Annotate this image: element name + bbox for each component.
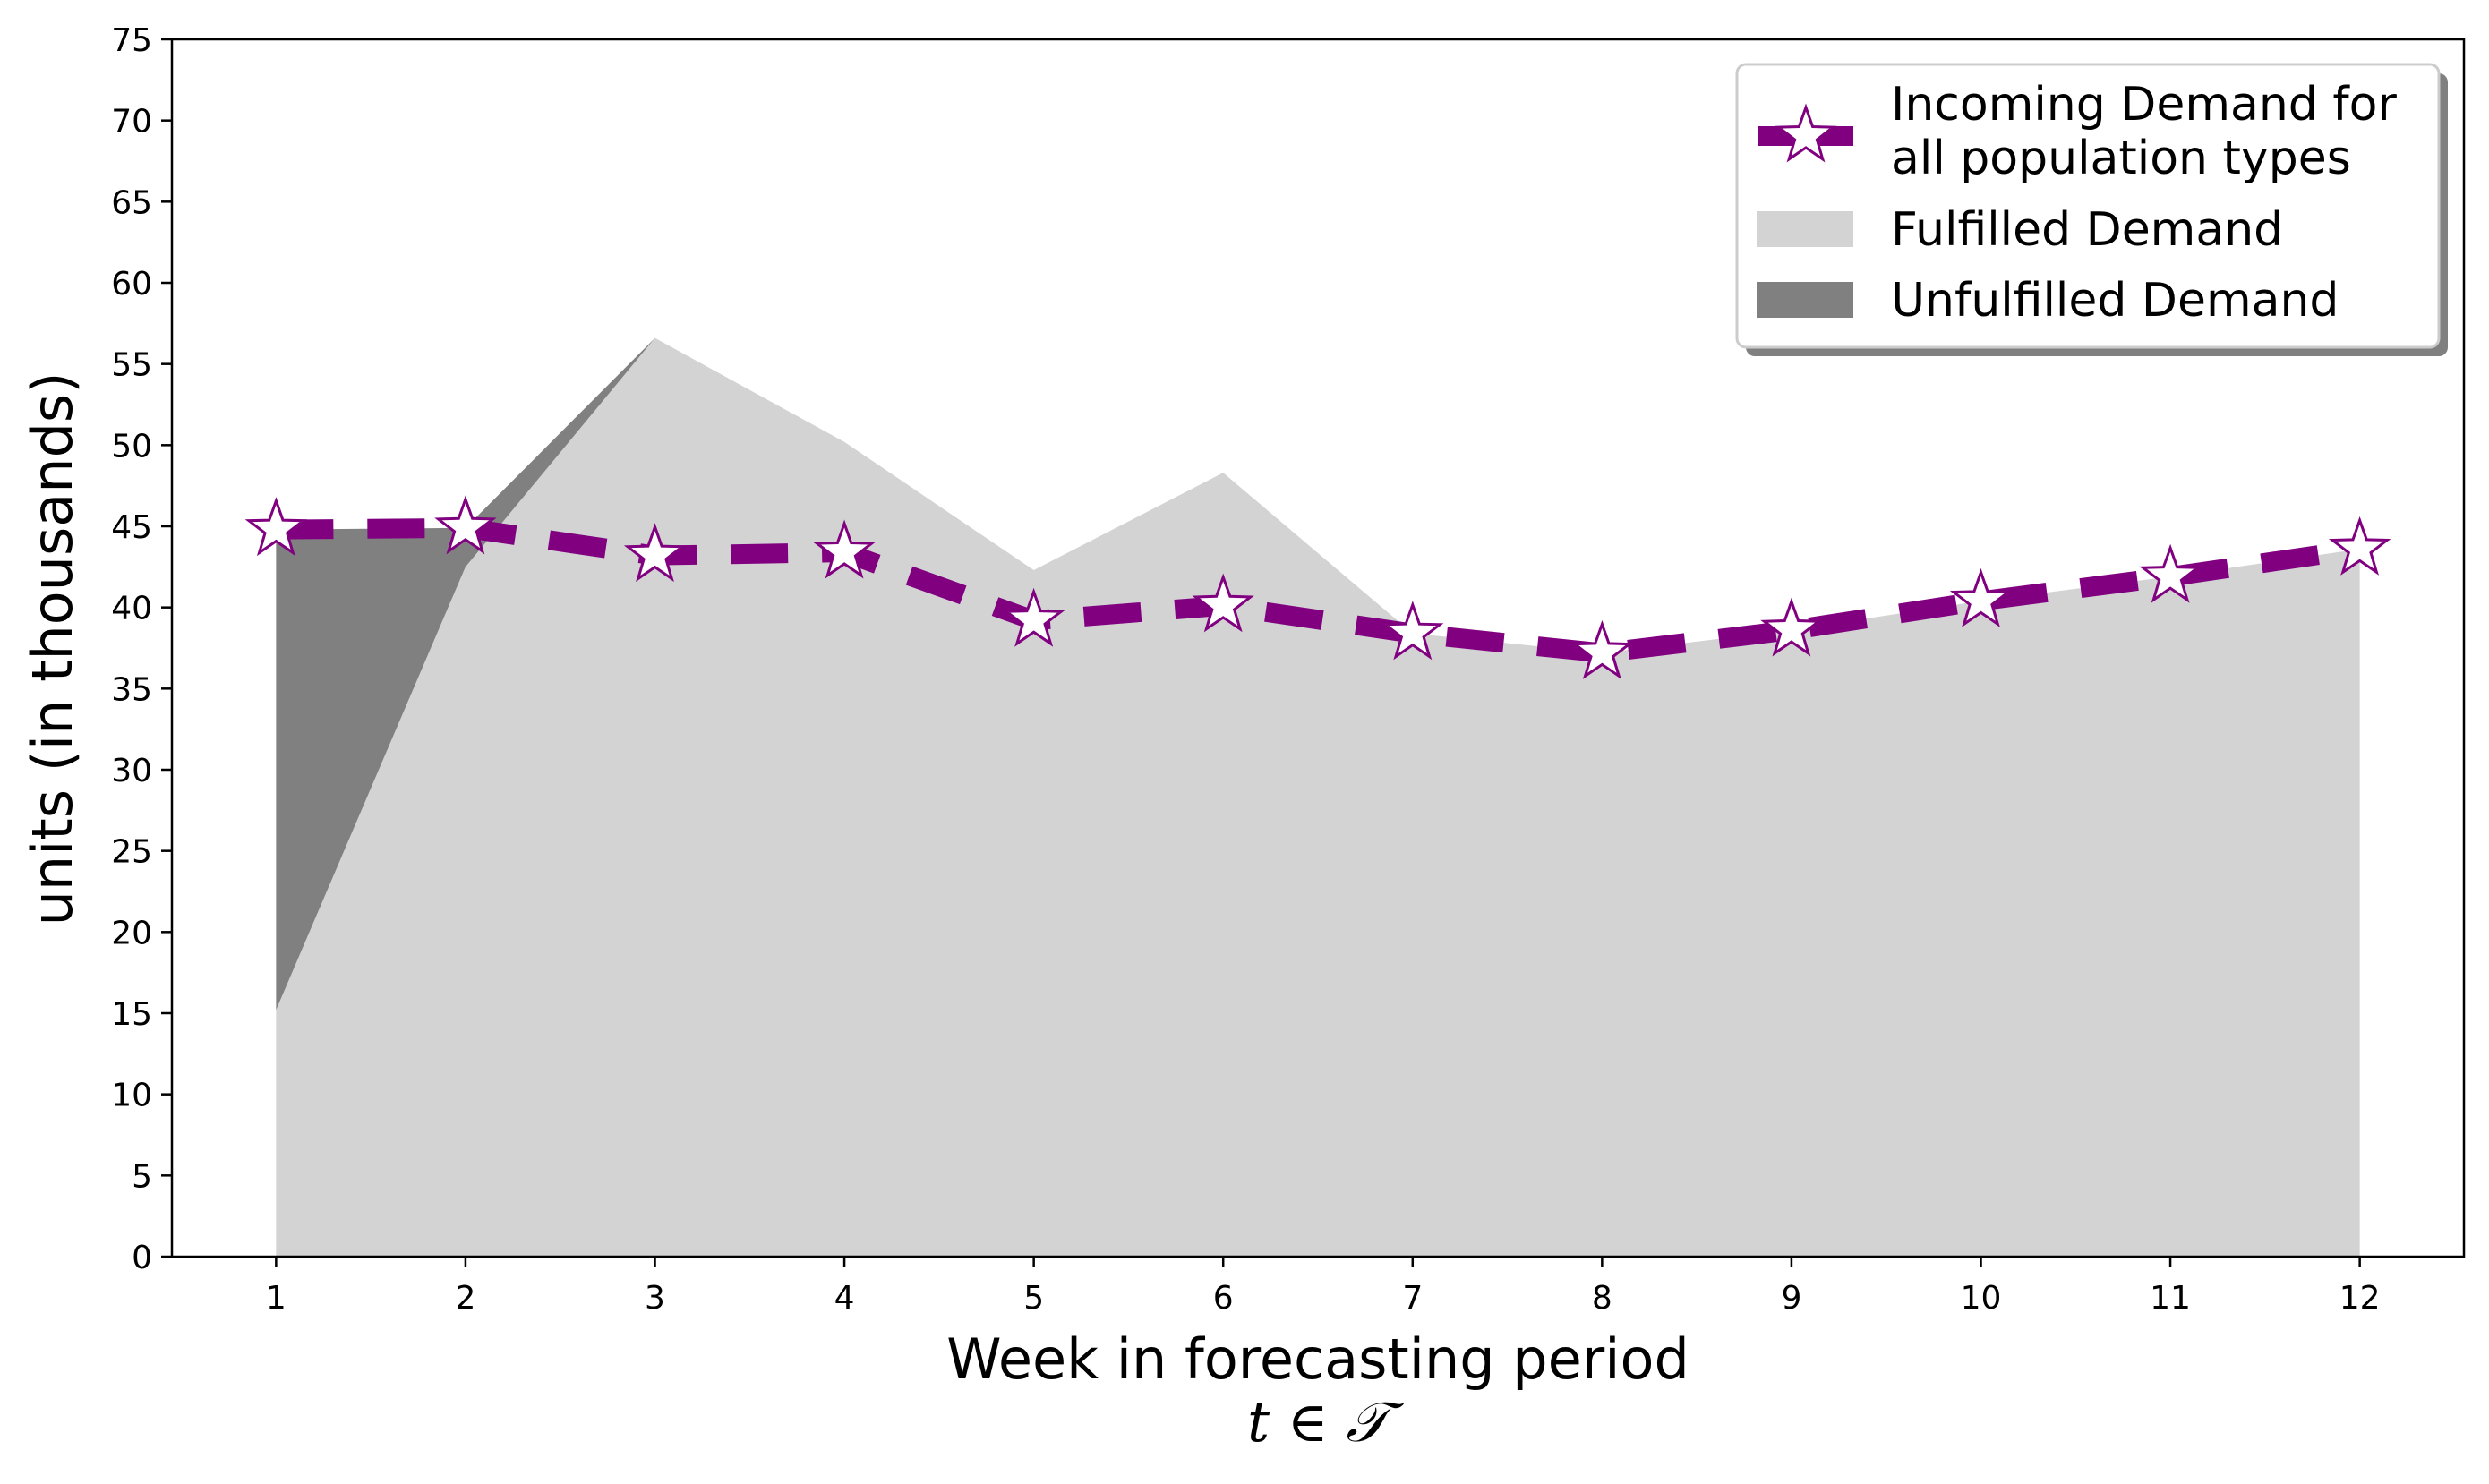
y-axis-title: units (in thousands) — [20, 372, 85, 926]
y-tick-label: 5 — [132, 1158, 152, 1195]
legend-swatch-fulfilled — [1757, 211, 1853, 247]
legend-box — [1735, 63, 2441, 349]
legend-swatch-unfulfilled — [1757, 282, 1853, 318]
x-tick-label: 1 — [266, 1280, 287, 1317]
x-tick-label: 10 — [1961, 1280, 2002, 1317]
x-tick-label: 5 — [1023, 1280, 1044, 1317]
incoming-demand-star-marker — [2328, 516, 2391, 576]
y-tick-label: 55 — [111, 347, 152, 384]
x-tick-label: 2 — [455, 1280, 475, 1317]
incoming-demand-star-marker — [1949, 567, 2013, 627]
fulfilled-demand-area — [276, 337, 2360, 1257]
y-tick-label: 0 — [132, 1240, 152, 1276]
x-axis-title: Week in forecasting period — [946, 1326, 1689, 1392]
axes-frame — [170, 38, 2466, 1258]
axes — [170, 38, 2466, 1258]
legend-label-incoming-line1: Incoming Demand for — [1891, 78, 2397, 132]
incoming-demand-line — [276, 517, 2362, 663]
x-tick-label: 8 — [1592, 1280, 1612, 1317]
incoming-demand-star-marker — [1192, 573, 1254, 633]
y-tick-label: 15 — [111, 996, 152, 1033]
incoming-demand-star-marker — [623, 523, 687, 583]
legend-star-marker — [1775, 103, 1837, 163]
y-tick-label: 35 — [111, 671, 152, 708]
x-tick-label: 12 — [2339, 1280, 2381, 1317]
y-tick-label: 30 — [111, 753, 152, 789]
plot-area — [244, 337, 2391, 1257]
legend-line-sample — [1758, 103, 1853, 163]
legend-label-fulfilled: Fulfilled Demand — [1891, 203, 2283, 257]
x-tick-label: 7 — [1402, 1280, 1423, 1317]
incoming-demand-star-marker — [1002, 587, 1065, 647]
incoming-demand-star-marker — [1760, 597, 1823, 657]
y-tick-label: 75 — [111, 22, 152, 59]
y-tick-label: 65 — [111, 184, 152, 221]
incoming-demand-star-marker — [1381, 601, 1444, 661]
x-tick-label: 6 — [1213, 1280, 1234, 1317]
incoming-demand-star-marker — [244, 497, 308, 557]
y-tick-label: 60 — [111, 266, 152, 303]
legend: Incoming Demand for all population types… — [1735, 63, 2448, 356]
incoming-demand-star-marker — [813, 519, 876, 579]
legend-label-unfulfilled: Unfulfilled Demand — [1891, 274, 2339, 328]
incoming-demand-star-marker — [1570, 619, 1634, 679]
x-tick-label: 11 — [2150, 1280, 2191, 1317]
y-tick-label: 25 — [111, 834, 152, 871]
incoming-demand-star-marker — [2139, 543, 2202, 603]
y-tick-label: 40 — [111, 591, 152, 627]
y-tick-label: 10 — [111, 1078, 152, 1114]
x-axis-math-label: t ∈ 𝒯 — [1247, 1389, 1405, 1454]
x-tick-label: 3 — [645, 1280, 665, 1317]
y-tick-label: 50 — [111, 428, 152, 465]
y-tick-label: 45 — [111, 509, 152, 546]
incoming-demand-star-marker — [434, 495, 497, 555]
x-tick-label: 9 — [1781, 1280, 1801, 1317]
y-tick-label: 20 — [111, 915, 152, 951]
legend-label-incoming-line2: all population types — [1891, 132, 2351, 185]
y-tick-label: 70 — [111, 104, 152, 141]
x-tick-label: 4 — [834, 1280, 855, 1317]
